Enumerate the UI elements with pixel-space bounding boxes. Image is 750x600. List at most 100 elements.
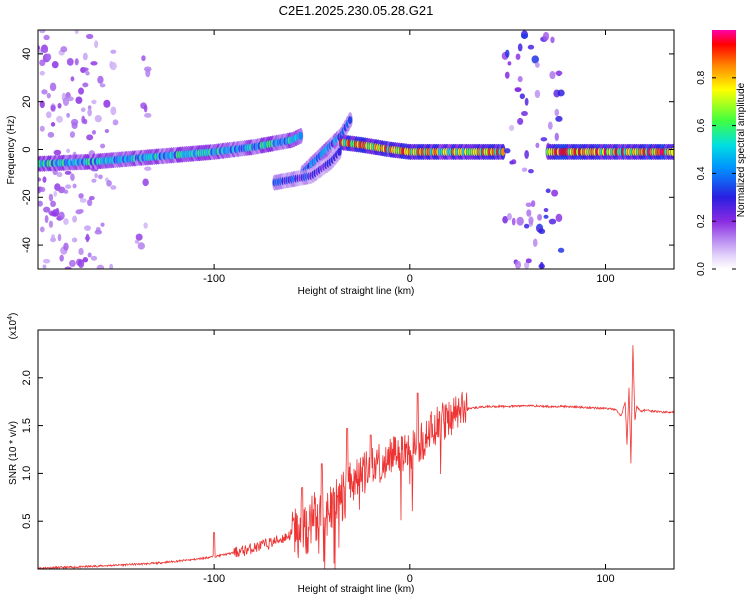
spectral-blob [74, 30, 79, 35]
spectral-blob [82, 52, 88, 61]
spectral-blob [57, 103, 62, 109]
spectral-blob [514, 87, 522, 92]
spectral-blob [99, 83, 106, 88]
snr-x-ticks: -100 0 100 [203, 330, 615, 585]
spectral-blob [79, 198, 87, 203]
spectral-blob [527, 44, 535, 50]
spectral-blob [66, 148, 71, 154]
spectral-blob [53, 190, 58, 197]
spectral-blob [50, 122, 56, 127]
spectral-blob [515, 53, 521, 60]
spectral-blob [94, 40, 99, 49]
spectral-blob [106, 180, 112, 187]
spectral-blob [85, 233, 90, 243]
spectral-blob [87, 105, 92, 110]
spectral-blob [557, 89, 565, 97]
spectral-blob [508, 124, 515, 132]
spectral-blob [43, 34, 50, 41]
spectral-blob [47, 131, 55, 138]
colorbar-tick-label: 0.2 [696, 214, 707, 228]
spectral-blob [50, 237, 57, 243]
spectral-blob [109, 263, 114, 269]
spectral-blob [38, 200, 43, 207]
spectral-blob [81, 67, 89, 72]
spectral-blob [72, 215, 78, 223]
spectral-blob [110, 185, 117, 190]
spectral-blob [46, 53, 52, 61]
spectral-blob [94, 173, 98, 179]
spectral-blob [135, 233, 143, 241]
spectral-blob [63, 189, 69, 194]
spectral-blob [543, 214, 549, 219]
spectral-blob [46, 92, 51, 99]
spectral-blob [40, 48, 49, 53]
spectral-cell [347, 116, 353, 125]
spectral-blob [39, 226, 45, 233]
y-tick-label: 0.5 [21, 514, 33, 529]
spectral-blob [540, 137, 548, 142]
spectral-blob [58, 211, 65, 220]
spectral-blob [104, 128, 110, 134]
x-tick-label: 100 [596, 573, 614, 585]
spectral-blob [66, 57, 74, 66]
spectral-blob [517, 43, 523, 52]
spectral-blob [141, 55, 146, 62]
spectral-blob [134, 239, 140, 244]
spectral-blob [538, 263, 545, 269]
spectral-blob [42, 258, 51, 264]
spectral-blob [557, 247, 565, 253]
spectral-blob [109, 61, 117, 71]
spectral-blob [71, 122, 78, 129]
spectral-blob [531, 55, 539, 64]
spectral-blob [505, 49, 510, 58]
spectral-blob [521, 33, 528, 39]
spectral-blob [511, 159, 517, 165]
chart-title: C2E1.2025.230.05.28.G21 [279, 3, 434, 18]
spectral-blob [51, 61, 59, 69]
spectral-blob [103, 99, 111, 108]
y-tick-label: 2.0 [21, 370, 33, 385]
y-tick-label: 0 [21, 146, 33, 152]
spectral-blob [521, 111, 528, 117]
spectral-blob [43, 206, 51, 213]
spectral-blob [78, 209, 84, 214]
spectral-blob [137, 242, 145, 250]
spectral-blob [39, 186, 46, 193]
spectral-blob [542, 31, 550, 41]
spectral-blob [48, 220, 54, 228]
spectral-blob [87, 199, 93, 207]
spectral-blob [59, 254, 64, 262]
y-tick-label: 40 [21, 48, 33, 60]
spectral-blob [100, 143, 106, 149]
spectral-blob [69, 131, 76, 138]
spectral-blob [82, 82, 89, 88]
spectral-blob [511, 217, 516, 226]
y-tick-label: 1.5 [21, 418, 33, 433]
spectral-blob [66, 112, 71, 118]
spectral-blob [523, 223, 530, 229]
spectral-blob [85, 33, 94, 40]
spectral-blob [77, 259, 85, 269]
spectral-blob [521, 167, 528, 172]
snr-y-axis-label: SNR (10 * v/v) [8, 421, 19, 485]
x-tick-label: 0 [407, 273, 413, 285]
spectral-blob [506, 212, 512, 221]
spectrogram-y-ticks: -40 -20 0 20 40 [21, 48, 674, 253]
colorbar-tick-label: 0.0 [696, 262, 707, 276]
spectral-blob [525, 202, 532, 207]
spectral-blob [78, 87, 84, 95]
spectral-blob [534, 89, 541, 99]
x-tick-label: 0 [407, 573, 413, 585]
spectral-blob [64, 170, 72, 175]
spectral-blob [532, 238, 538, 248]
spectral-blob [528, 168, 534, 174]
y-tick-label: -20 [21, 189, 33, 205]
spectral-blob [72, 183, 77, 189]
colorbar-tick-label: 0.8 [696, 70, 707, 84]
spectral-blob [86, 134, 94, 141]
spectral-blob [143, 104, 148, 113]
spectral-blob [143, 222, 148, 229]
spectral-blob [110, 106, 117, 116]
spectral-blob [49, 82, 57, 92]
spectral-blob [39, 59, 46, 67]
